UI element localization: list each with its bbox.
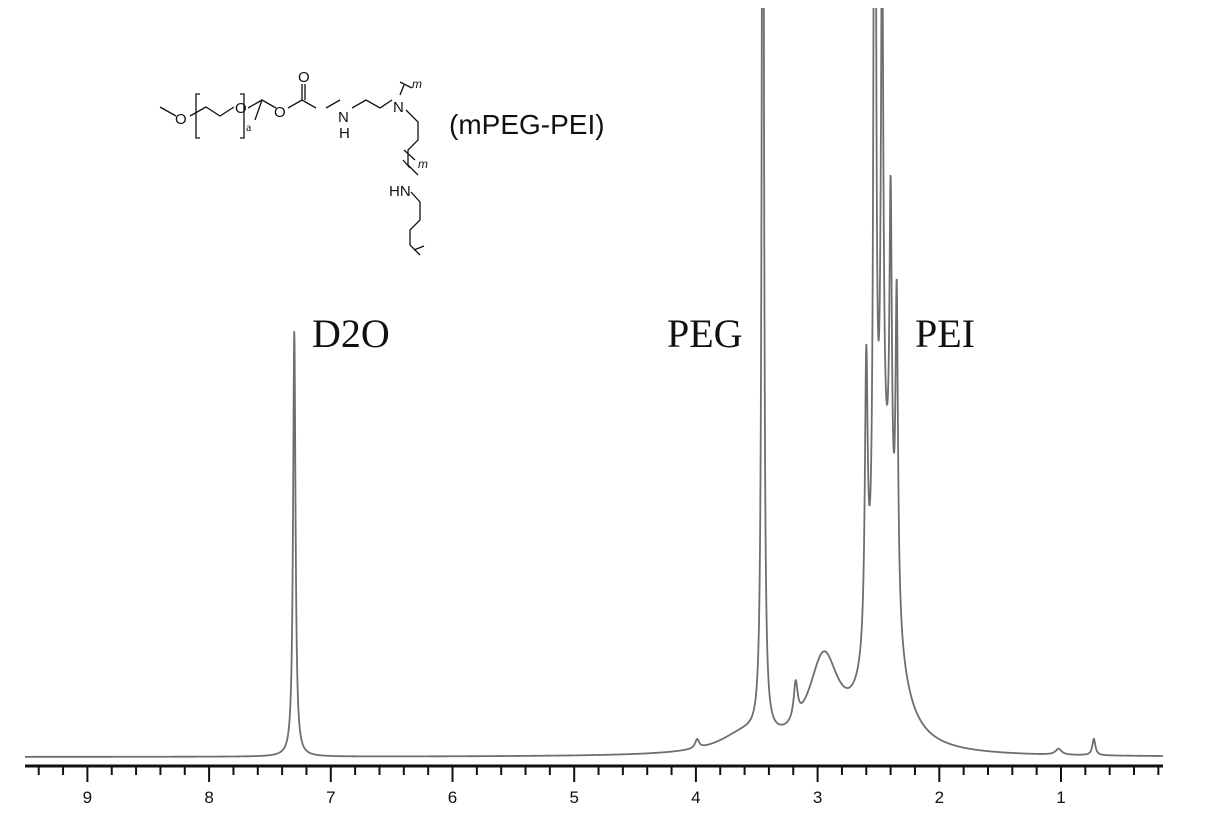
x-tick-label: 2: [935, 788, 944, 807]
x-tick-label: 6: [448, 788, 457, 807]
compound-name: (mPEG-PEI): [449, 109, 605, 140]
x-tick-label: 7: [326, 788, 335, 807]
x-tick-label: 5: [569, 788, 578, 807]
atom-o: O: [235, 100, 247, 117]
atom-h: H: [339, 125, 350, 142]
atom-o: O: [274, 104, 286, 121]
annotation-peg: PEG: [667, 311, 743, 356]
x-tick-label: 1: [1056, 788, 1065, 807]
atom-o: O: [298, 69, 310, 86]
subscript-m: m: [412, 77, 422, 91]
atom-n: N: [393, 99, 404, 116]
subscript-m: m: [418, 157, 428, 171]
subscript-a: a: [246, 120, 252, 134]
x-tick-label: 8: [204, 788, 213, 807]
annotation-pei: PEI: [915, 311, 975, 356]
annotation-d2o: D2O: [312, 311, 390, 356]
atom-hn: HN: [389, 183, 411, 200]
chemical-structure-mpeg-pei: O O a O O N H N m m HN (mPEG-PEI): [159, 69, 605, 256]
x-tick-label: 4: [691, 788, 700, 807]
spectrum-line: [25, 8, 1163, 758]
atom-n: N: [338, 109, 349, 126]
atom-o: O: [175, 111, 187, 128]
x-tick-label: 9: [83, 788, 92, 807]
x-tick-label: 3: [813, 788, 822, 807]
